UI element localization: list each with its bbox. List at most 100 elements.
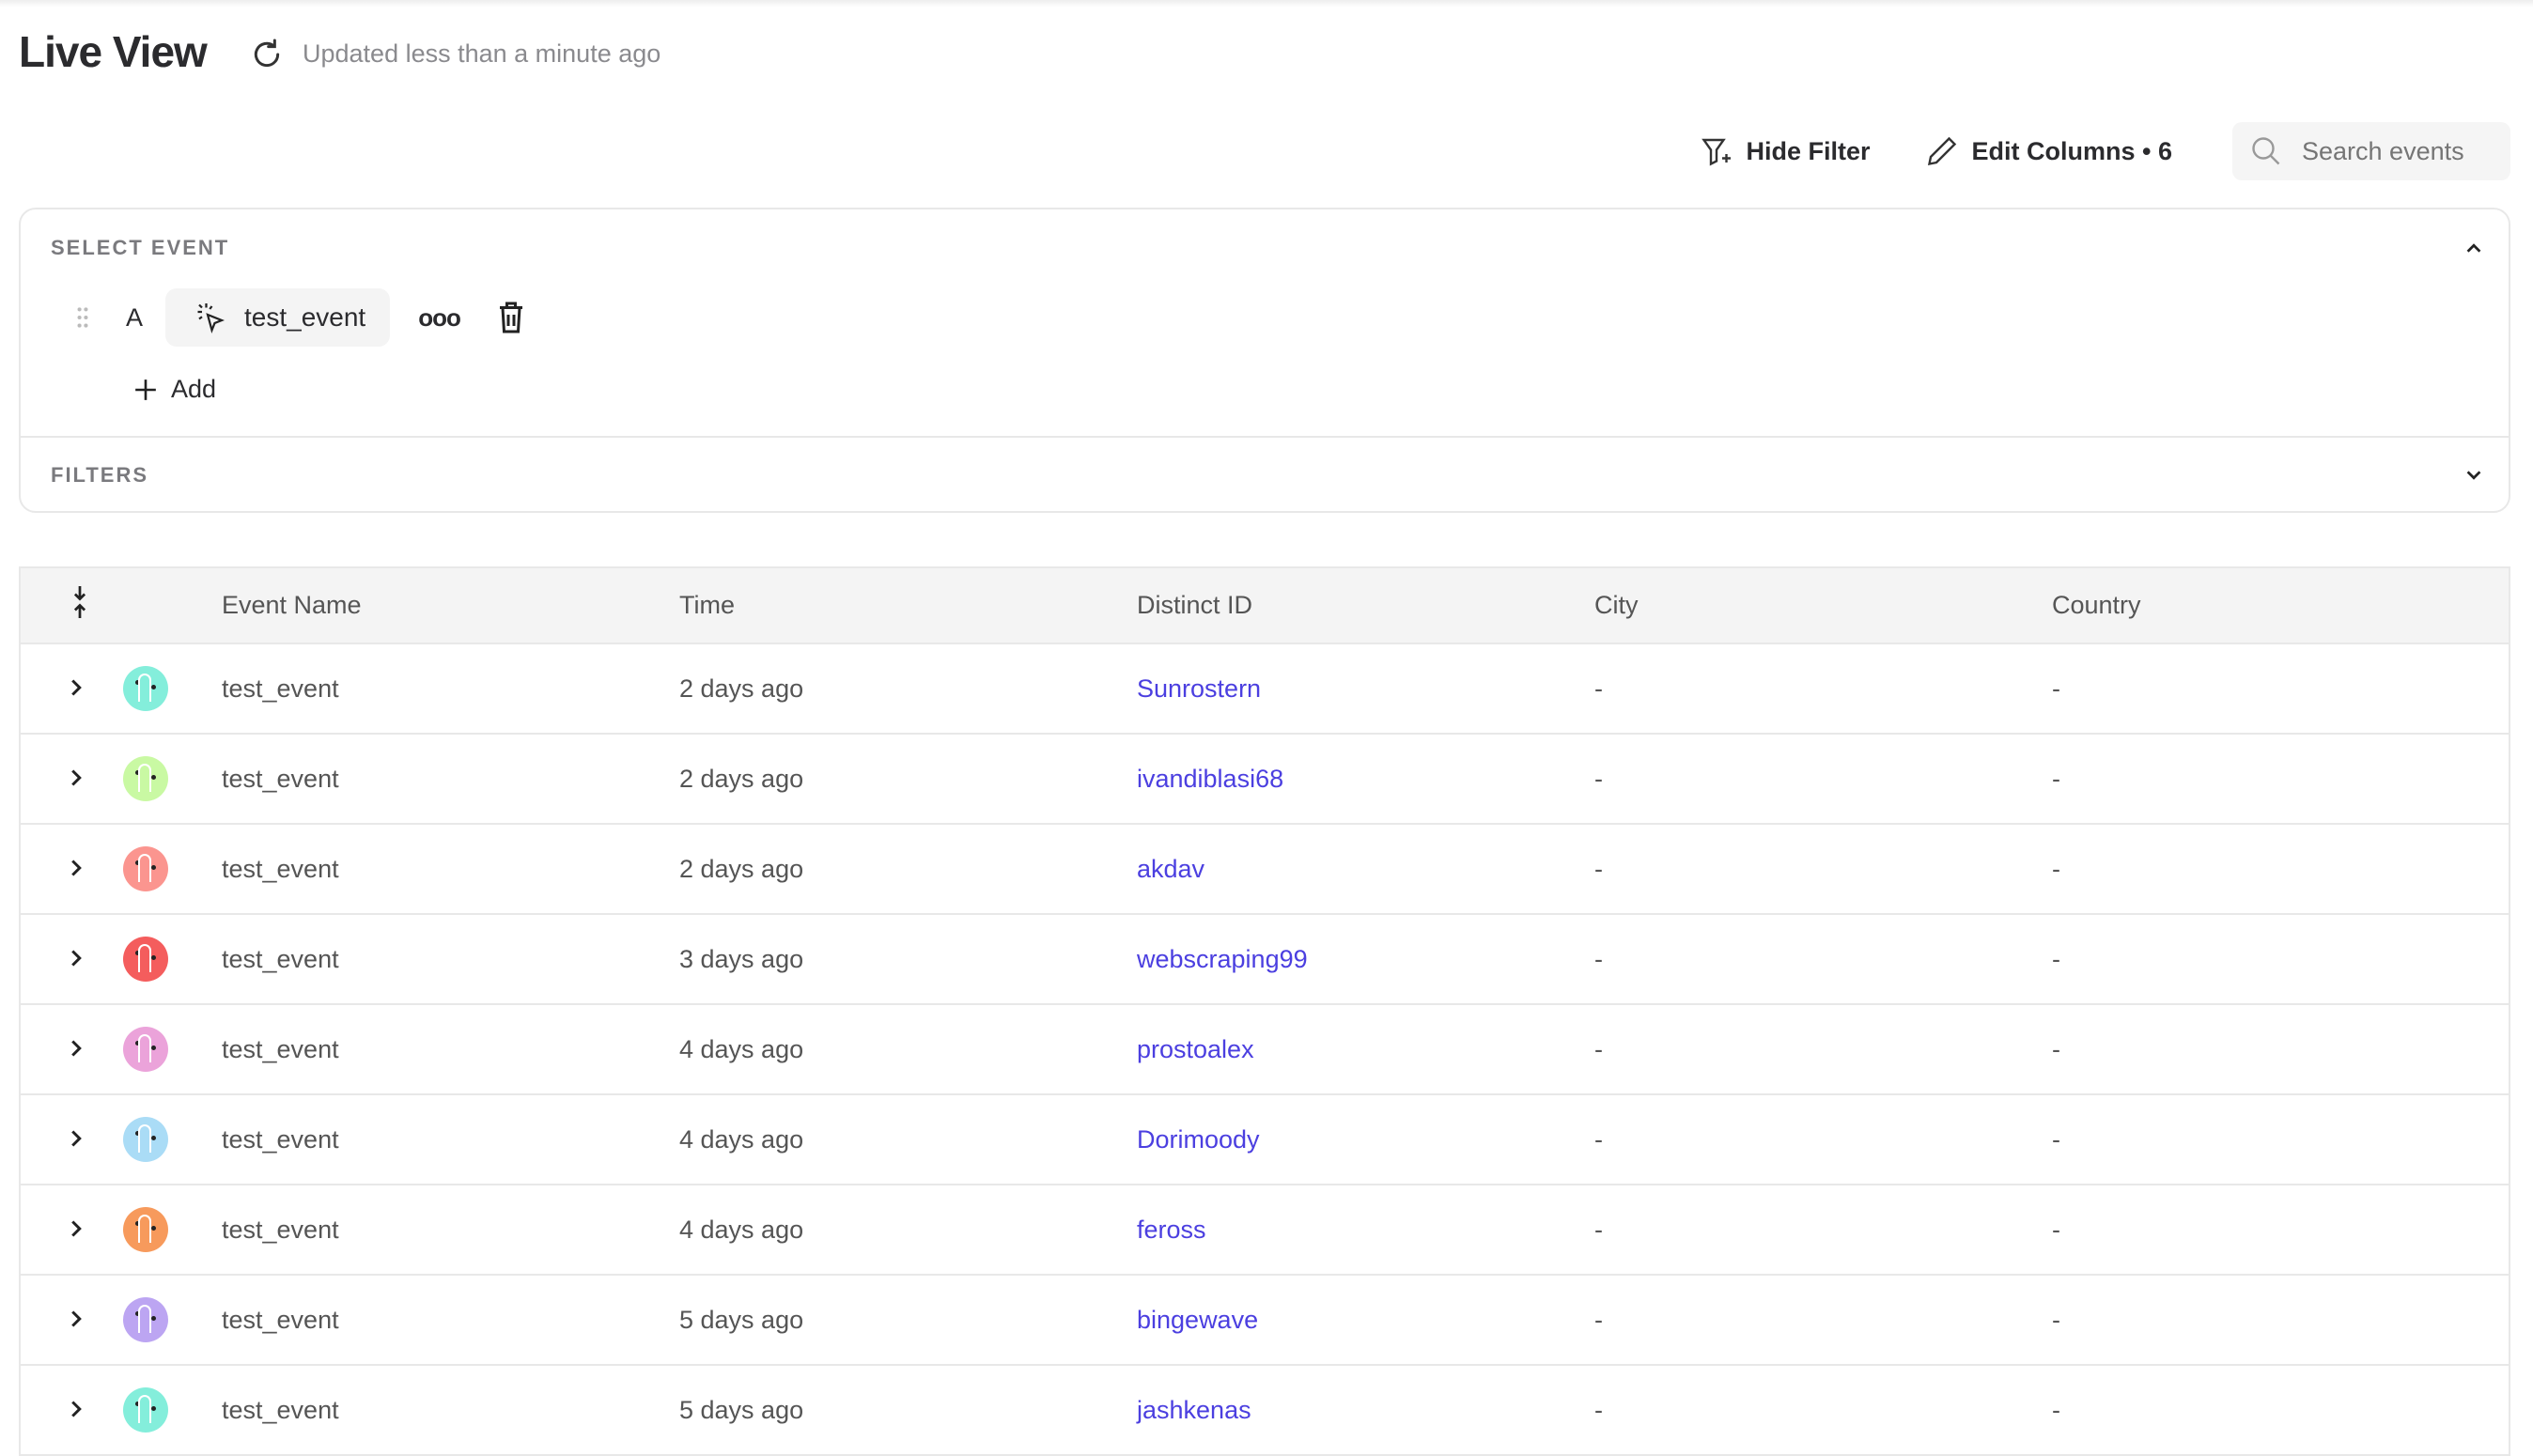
event-name-cell: test_event xyxy=(222,1094,679,1185)
time-cell: 2 days ago xyxy=(679,643,1137,735)
city-cell: - xyxy=(1594,1275,2052,1366)
event-chip[interactable]: test_event xyxy=(165,288,391,347)
distinct-id-link[interactable]: akdav xyxy=(1137,854,1205,883)
table-row[interactable]: test_event 5 days ago bingewave - - xyxy=(20,1275,2510,1366)
country-cell: - xyxy=(2052,1275,2510,1366)
events-table: Event Name Time Distinct ID City Country… xyxy=(19,566,2510,1456)
drag-handle-icon[interactable] xyxy=(73,306,92,329)
table-row[interactable]: test_event 4 days ago Dorimoody - - xyxy=(20,1094,2510,1185)
event-name-cell: test_event xyxy=(222,824,679,915)
chevron-right-icon[interactable] xyxy=(70,678,83,697)
pencil-icon xyxy=(1927,136,1956,166)
city-cell: - xyxy=(1594,1094,2052,1185)
expand-cell[interactable] xyxy=(20,1185,123,1276)
distinct-id-link[interactable]: bingewave xyxy=(1137,1305,1259,1334)
collapse-all-icon[interactable] xyxy=(70,586,90,618)
expand-cell[interactable] xyxy=(20,1275,123,1366)
collapse-all-header[interactable] xyxy=(20,566,123,644)
expand-cell[interactable] xyxy=(20,734,123,825)
time-cell: 5 days ago xyxy=(679,1275,1137,1366)
city-cell: - xyxy=(1594,643,2052,735)
event-name-cell: test_event xyxy=(222,1275,679,1366)
chevron-right-icon[interactable] xyxy=(70,1309,83,1328)
distinct-id-link[interactable]: Sunrostern xyxy=(1137,674,1262,703)
chevron-right-icon[interactable] xyxy=(70,1039,83,1058)
avatar xyxy=(123,756,168,801)
trash-icon[interactable] xyxy=(496,301,526,334)
chevron-right-icon[interactable] xyxy=(70,1129,83,1148)
column-header-event-name[interactable]: Event Name xyxy=(222,566,679,644)
distinct-id-link[interactable]: jashkenas xyxy=(1137,1395,1251,1424)
top-shadow xyxy=(0,0,2533,8)
avatar xyxy=(123,937,168,982)
city-cell: - xyxy=(1594,1185,2052,1276)
hide-filter-button[interactable]: Hide Filter xyxy=(1700,134,1871,168)
avatar xyxy=(123,1117,168,1162)
event-name-cell: test_event xyxy=(222,914,679,1005)
city-cell: - xyxy=(1594,824,2052,915)
country-cell: - xyxy=(2052,1004,2510,1095)
chevron-right-icon[interactable] xyxy=(70,859,83,877)
table-row[interactable]: test_event 4 days ago feross - - xyxy=(20,1185,2510,1276)
distinct-id-link[interactable]: webscraping99 xyxy=(1137,944,1308,973)
hide-filter-label: Hide Filter xyxy=(1746,136,1871,165)
expand-cell[interactable] xyxy=(20,914,123,1005)
column-header-country[interactable]: Country xyxy=(2052,566,2510,644)
chevron-down-icon[interactable] xyxy=(2463,465,2484,486)
avatar xyxy=(123,666,168,711)
city-cell: - xyxy=(1594,734,2052,825)
distinct-id-cell: feross xyxy=(1137,1185,1594,1276)
page-title: Live View xyxy=(19,27,208,76)
filter-icon xyxy=(1701,138,1731,166)
column-header-distinct-id[interactable]: Distinct ID xyxy=(1137,566,1594,644)
select-event-label: SELECT EVENT xyxy=(51,236,230,259)
time-cell: 2 days ago xyxy=(679,734,1137,825)
section-divider xyxy=(21,436,2509,438)
refresh-icon[interactable] xyxy=(248,36,286,73)
chevron-right-icon[interactable] xyxy=(70,768,83,787)
table-row[interactable]: test_event 2 days ago akdav - - xyxy=(20,824,2510,915)
distinct-id-cell: webscraping99 xyxy=(1137,914,1594,1005)
search-input[interactable] xyxy=(2302,136,2490,166)
avatar-cell xyxy=(123,734,222,825)
expand-cell[interactable] xyxy=(20,1094,123,1185)
chevron-right-icon[interactable] xyxy=(70,1219,83,1238)
table-header: Event Name Time Distinct ID City Country xyxy=(20,566,2510,644)
chevron-right-icon[interactable] xyxy=(70,949,83,968)
distinct-id-cell: akdav xyxy=(1137,824,1594,915)
updated-status: Updated less than a minute ago xyxy=(303,39,661,68)
expand-cell[interactable] xyxy=(20,1365,123,1456)
city-cell: - xyxy=(1594,1004,2052,1095)
add-event-button[interactable]: Add xyxy=(133,375,216,404)
avatar-header xyxy=(123,566,222,644)
table-row[interactable]: test_event 2 days ago Sunrostern - - xyxy=(20,643,2510,735)
table-row[interactable]: test_event 4 days ago prostoalex - - xyxy=(20,1004,2510,1095)
expand-cell[interactable] xyxy=(20,1004,123,1095)
more-options-icon[interactable]: ooo xyxy=(418,302,461,332)
distinct-id-link[interactable]: Dorimoody xyxy=(1137,1124,1260,1154)
country-cell: - xyxy=(2052,1365,2510,1456)
expand-cell[interactable] xyxy=(20,643,123,735)
event-name-cell: test_event xyxy=(222,1004,679,1095)
distinct-id-link[interactable]: ivandiblasi68 xyxy=(1137,764,1284,793)
edit-columns-button[interactable]: Edit Columns • 6 xyxy=(1925,134,2172,168)
chevron-up-icon[interactable] xyxy=(2463,238,2484,258)
search-box[interactable] xyxy=(2232,122,2510,180)
table-row[interactable]: test_event 3 days ago webscraping99 - - xyxy=(20,914,2510,1005)
column-header-city[interactable]: City xyxy=(1594,566,2052,644)
distinct-id-link[interactable]: prostoalex xyxy=(1137,1034,1254,1063)
chevron-right-icon[interactable] xyxy=(70,1400,83,1418)
toolbar: Hide Filter Edit Columns • 6 xyxy=(1700,122,2510,180)
table-row[interactable]: test_event 2 days ago ivandiblasi68 - - xyxy=(20,734,2510,825)
distinct-id-link[interactable]: feross xyxy=(1137,1215,1206,1244)
column-header-time[interactable]: Time xyxy=(679,566,1137,644)
expand-cell[interactable] xyxy=(20,824,123,915)
filters-label[interactable]: FILTERS xyxy=(51,463,149,487)
country-cell: - xyxy=(2052,824,2510,915)
table-row[interactable]: test_event 5 days ago jashkenas - - xyxy=(20,1365,2510,1456)
edit-columns-label: Edit Columns • 6 xyxy=(1971,136,2172,165)
event-chip-label: test_event xyxy=(244,302,366,332)
event-name-cell: test_event xyxy=(222,1365,679,1456)
avatar xyxy=(123,1027,168,1072)
avatar-cell xyxy=(123,643,222,735)
